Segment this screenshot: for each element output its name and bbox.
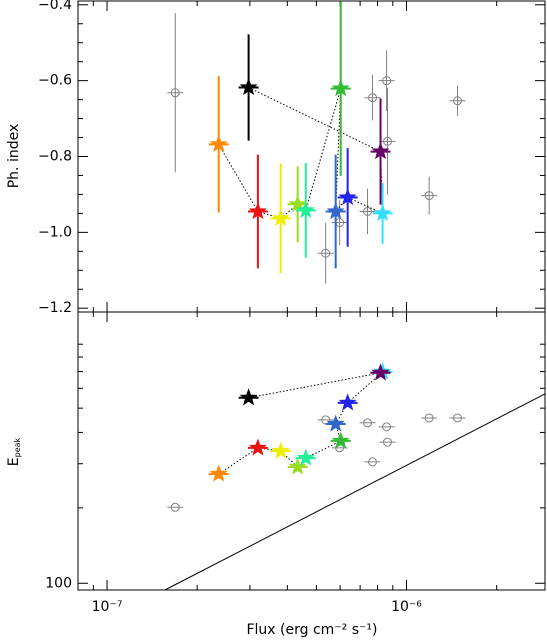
y-axis-label-main: E: [6, 457, 22, 466]
y-tick-label: −0.8: [38, 149, 72, 165]
point: [383, 136, 393, 146]
point: [382, 422, 392, 432]
star: [271, 208, 290, 226]
star: [271, 441, 290, 459]
star: [248, 202, 267, 220]
star: [371, 363, 390, 381]
y-axis-label: Ph. index: [6, 124, 22, 189]
point: [382, 76, 392, 86]
point: [424, 191, 434, 201]
y-tick-label: −1.2: [38, 300, 72, 316]
x-tick-label: 10⁻⁶: [391, 599, 422, 615]
star: [331, 79, 350, 97]
star: [296, 201, 315, 218]
point: [321, 248, 331, 258]
star: [326, 202, 345, 220]
star: [373, 203, 392, 222]
point: [363, 206, 373, 216]
point: [383, 437, 393, 447]
line: [164, 393, 546, 591]
point: [363, 418, 373, 428]
point: [424, 413, 434, 423]
star: [288, 457, 307, 475]
point: [170, 88, 180, 98]
point: [453, 96, 463, 106]
star: [296, 448, 315, 466]
point: [321, 415, 331, 425]
y-tick-label: −0.6: [38, 73, 72, 89]
frame: [77, 0, 546, 591]
y-tick-label: 100: [45, 575, 72, 591]
x-tick-label: 10⁻⁷: [92, 599, 123, 615]
star: [239, 388, 258, 406]
star: [371, 142, 390, 160]
point: [368, 93, 378, 103]
star: [209, 135, 228, 152]
star: [248, 438, 267, 456]
y-tick-label: −0.4: [38, 0, 72, 13]
point: [368, 457, 378, 467]
star: [239, 78, 258, 96]
star: [326, 414, 345, 432]
y-axis-label-sub: peak: [13, 437, 22, 457]
y-tick-label: −1.0: [38, 224, 72, 240]
star: [338, 188, 357, 206]
star: [209, 464, 228, 482]
y-axis-label: Epeak: [6, 437, 22, 466]
point: [453, 413, 463, 423]
star: [331, 431, 350, 449]
x-axis-label: Flux (erg cm⁻² s⁻¹): [246, 622, 377, 638]
star: [338, 393, 357, 411]
point: [170, 502, 180, 512]
connector-line: [218, 87, 384, 219]
